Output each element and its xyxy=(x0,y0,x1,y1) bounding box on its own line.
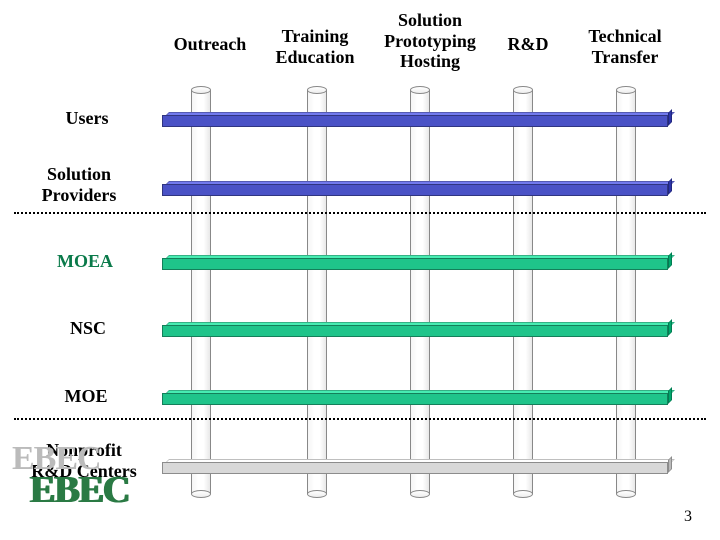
row-bar xyxy=(162,462,668,478)
row-label: NSC xyxy=(48,318,128,339)
row-bar xyxy=(162,258,668,274)
row-label: MOEA xyxy=(40,251,130,272)
section-divider xyxy=(14,212,706,214)
pillar xyxy=(616,86,636,498)
pillar xyxy=(410,86,430,498)
row-label: Solution Providers xyxy=(24,164,134,205)
column-label: Training Education xyxy=(260,26,370,67)
pillar xyxy=(191,86,211,498)
ebec-logo: EBEC xyxy=(30,468,129,512)
pillar xyxy=(513,86,533,498)
page-number: 3 xyxy=(684,508,692,526)
pillar xyxy=(307,86,327,498)
column-label: Outreach xyxy=(165,34,255,55)
section-divider xyxy=(14,418,706,420)
row-bar xyxy=(162,325,668,341)
row-bar xyxy=(162,184,668,200)
row-label: Users xyxy=(42,108,132,129)
row-label: MOE xyxy=(46,386,126,407)
diagram-canvas: { "layout": { "pillar_top": 86, "pillar_… xyxy=(0,0,720,540)
column-label: R&D xyxy=(498,34,558,55)
column-label: Solution Prototyping Hosting xyxy=(370,10,490,72)
row-bar xyxy=(162,393,668,409)
row-bar xyxy=(162,115,668,131)
column-label: Technical Transfer xyxy=(570,26,680,67)
